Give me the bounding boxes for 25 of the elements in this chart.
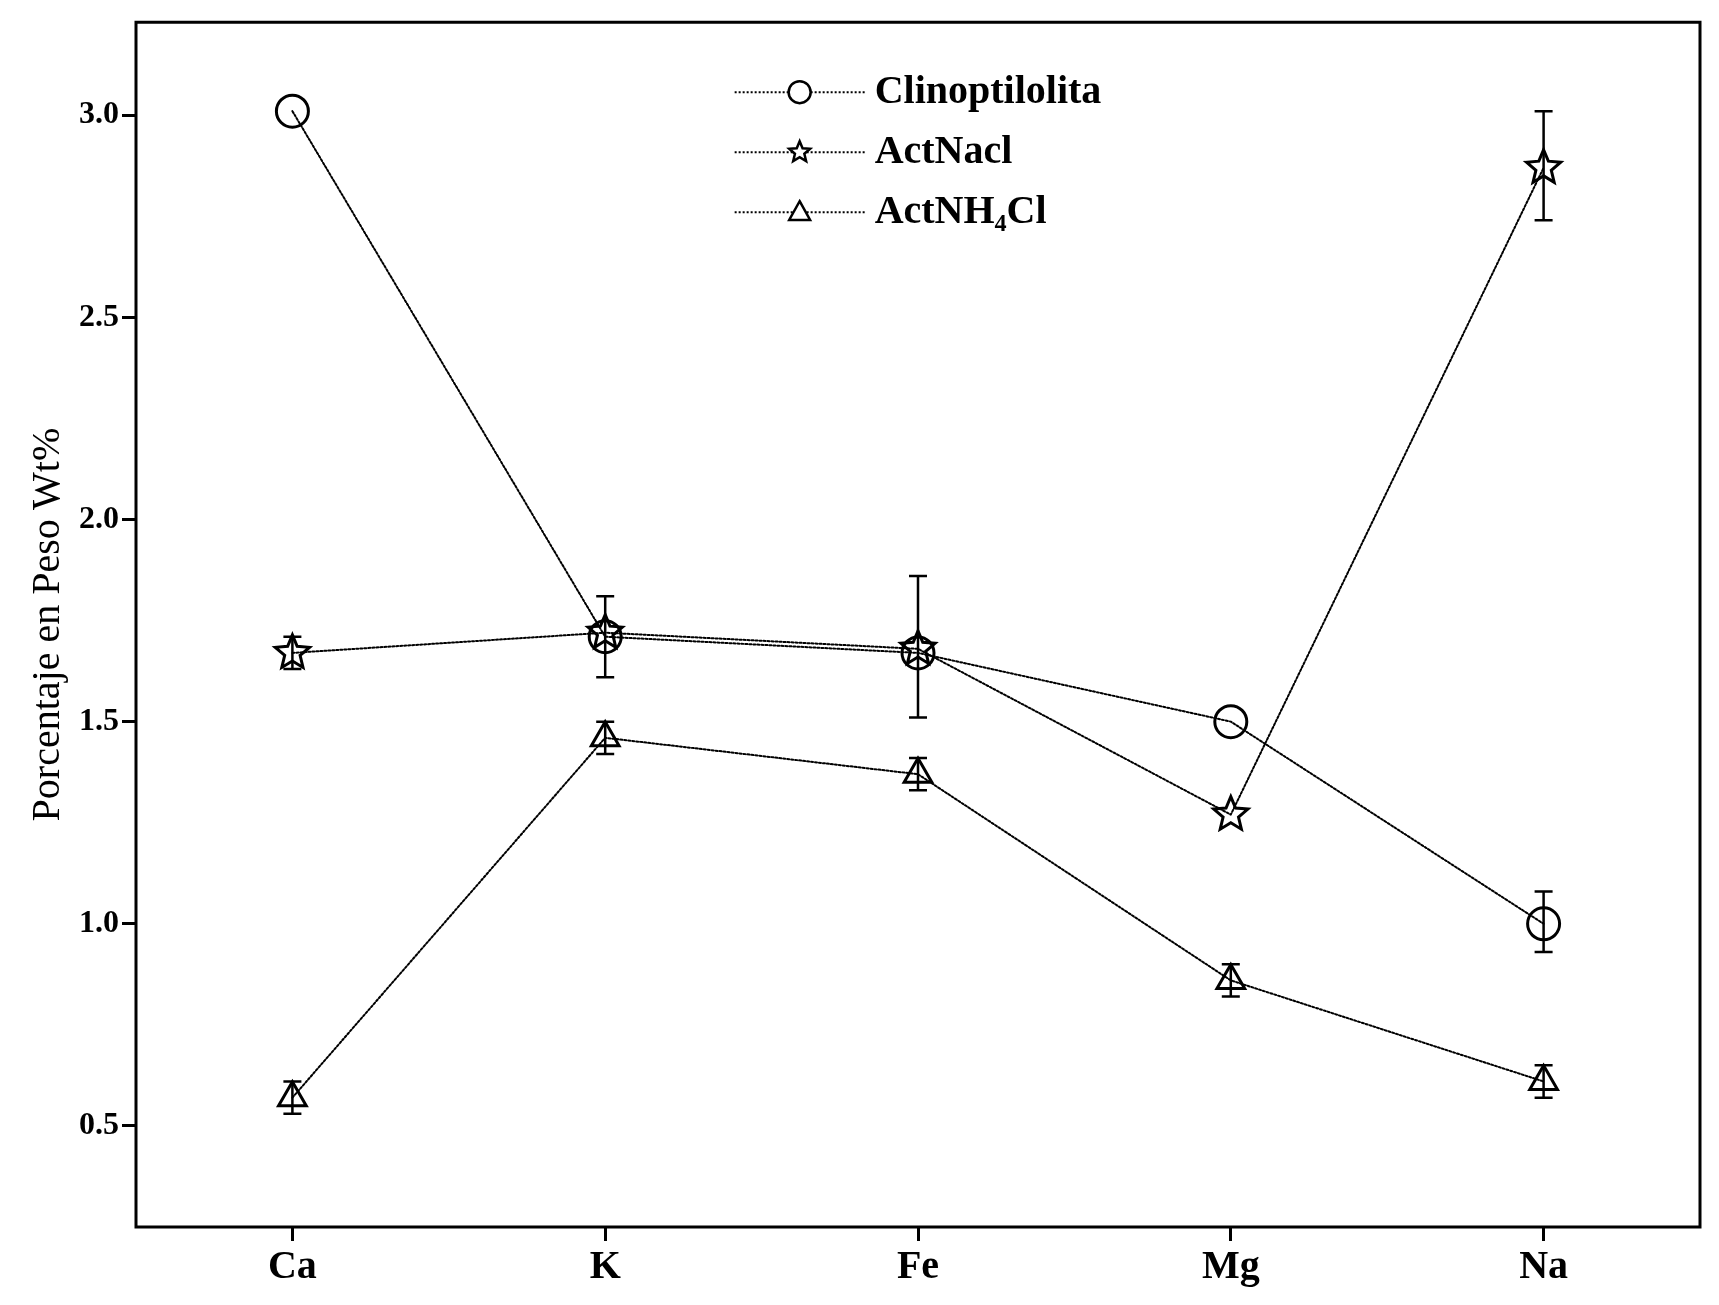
y-tick-label: 2.0 — [79, 498, 119, 535]
point — [1210, 793, 1252, 833]
point — [277, 1080, 308, 1108]
x-tick-label: Mg — [1201, 1242, 1260, 1288]
x-tick-label: K — [589, 1242, 621, 1288]
point — [271, 631, 313, 671]
legend-label: ActNacl — [874, 126, 1013, 172]
point — [274, 93, 310, 129]
point — [1215, 962, 1247, 990]
point — [584, 613, 626, 651]
x-tick-label: Ca — [267, 1242, 317, 1288]
point — [902, 756, 934, 784]
y-tick-label: 1.0 — [79, 903, 119, 940]
point — [589, 720, 621, 748]
legend-label: Clinoptilolita — [874, 66, 1102, 112]
point — [1528, 1063, 1559, 1091]
y-tick-label: 0.5 — [79, 1105, 119, 1142]
y-tick-label: 2.5 — [79, 296, 119, 333]
y-axis-title: Porcentaje en Peso Wt% — [22, 427, 68, 822]
y-tick-label: 3.0 — [79, 94, 119, 131]
legend-label: ActNH₄Cl — [874, 186, 1047, 232]
x-tick-label: Fe — [896, 1242, 940, 1288]
x-tick-label: Na — [1519, 1242, 1569, 1288]
point — [1523, 147, 1565, 186]
y-tick-label: 1.5 — [79, 700, 119, 737]
